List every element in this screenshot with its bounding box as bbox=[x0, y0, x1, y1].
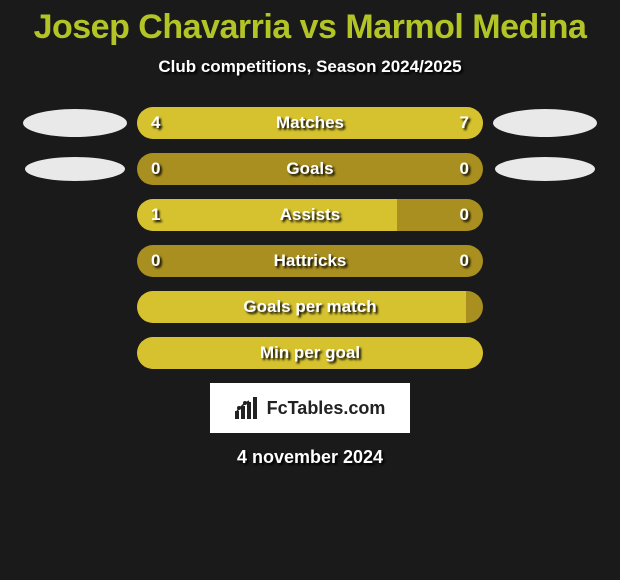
player2-badge-ellipse bbox=[493, 109, 597, 137]
stat-bar: 47Matches bbox=[137, 107, 483, 139]
stat-bar: 10Assists bbox=[137, 199, 483, 231]
player1-badge-ellipse bbox=[25, 157, 125, 181]
stat-row: Goals per match bbox=[0, 291, 620, 323]
stat-row: 47Matches bbox=[0, 107, 620, 139]
stat-bar: Min per goal bbox=[137, 337, 483, 369]
stat-label: Hattricks bbox=[137, 251, 483, 271]
brand-box: FcTables.com bbox=[210, 383, 410, 433]
stats-list: 47Matches 00Goals 10Assists 00Hattricks Goal… bbox=[0, 107, 620, 369]
stat-label: Goals bbox=[137, 159, 483, 179]
player1-name: Josep Chavarria bbox=[34, 8, 291, 46]
comparison-title: Josep Chavarria vs Marmol Medina bbox=[0, 8, 620, 47]
brand-text: FcTables.com bbox=[267, 398, 386, 419]
date-text: 4 november 2024 bbox=[0, 447, 620, 468]
stat-label: Goals per match bbox=[137, 297, 483, 317]
player1-badge-ellipse bbox=[23, 109, 127, 137]
fctables-logo-icon bbox=[235, 397, 261, 419]
stat-bar: Goals per match bbox=[137, 291, 483, 323]
subtitle: Club competitions, Season 2024/2025 bbox=[0, 57, 620, 77]
vs-text: vs bbox=[300, 8, 337, 46]
stat-label: Assists bbox=[137, 205, 483, 225]
stat-label: Matches bbox=[137, 113, 483, 133]
stat-bar: 00Goals bbox=[137, 153, 483, 185]
stat-row: 00Goals bbox=[0, 153, 620, 185]
comparison-card: Josep Chavarria vs Marmol Medina Club co… bbox=[0, 0, 620, 468]
stat-row: 00Hattricks bbox=[0, 245, 620, 277]
stat-row: 10Assists bbox=[0, 199, 620, 231]
player2-name: Marmol Medina bbox=[345, 8, 586, 46]
player2-badge-ellipse bbox=[495, 157, 595, 181]
stat-row: Min per goal bbox=[0, 337, 620, 369]
stat-label: Min per goal bbox=[137, 343, 483, 363]
stat-bar: 00Hattricks bbox=[137, 245, 483, 277]
